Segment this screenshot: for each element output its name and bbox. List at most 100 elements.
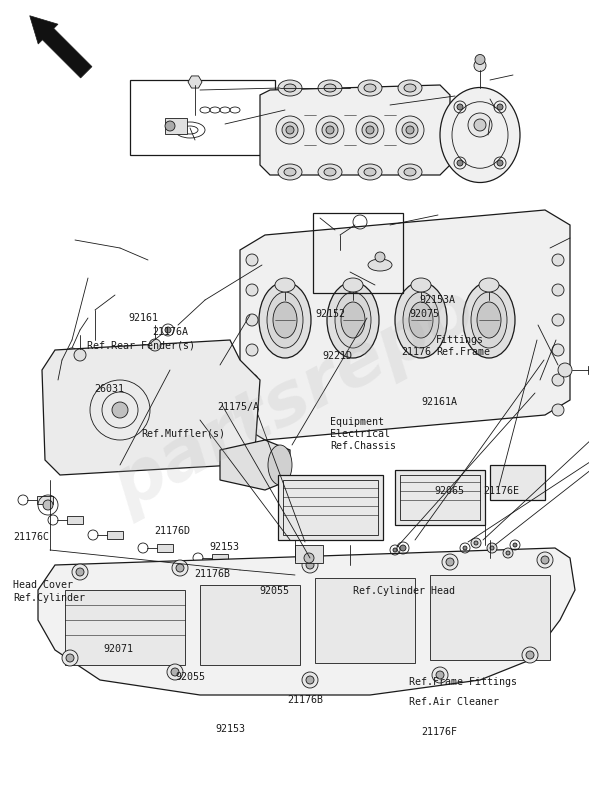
Circle shape	[513, 543, 517, 547]
Bar	[157, 544, 173, 552]
Ellipse shape	[479, 278, 499, 292]
Ellipse shape	[403, 292, 439, 348]
Text: 92153: 92153	[209, 543, 239, 552]
Ellipse shape	[326, 126, 334, 134]
Circle shape	[541, 556, 549, 564]
Circle shape	[304, 553, 314, 563]
Polygon shape	[220, 440, 290, 490]
Ellipse shape	[335, 292, 371, 348]
Text: Equipment: Equipment	[330, 417, 384, 427]
Circle shape	[72, 564, 88, 580]
Circle shape	[149, 339, 161, 351]
Text: 21176: 21176	[402, 348, 432, 357]
Circle shape	[400, 545, 406, 551]
Circle shape	[552, 344, 564, 356]
Circle shape	[74, 349, 86, 361]
Text: Ref.Frame Fittings: Ref.Frame Fittings	[409, 677, 517, 686]
Text: 92152: 92152	[315, 309, 345, 319]
Circle shape	[375, 252, 385, 262]
Circle shape	[446, 558, 454, 566]
Polygon shape	[42, 340, 260, 475]
Text: 92055: 92055	[259, 586, 289, 596]
Circle shape	[442, 554, 458, 570]
Circle shape	[474, 119, 486, 131]
Ellipse shape	[273, 302, 297, 338]
Circle shape	[393, 548, 397, 552]
Circle shape	[487, 543, 497, 553]
Text: 92161A: 92161A	[421, 397, 457, 407]
Ellipse shape	[324, 168, 336, 176]
Ellipse shape	[276, 116, 304, 144]
Circle shape	[471, 538, 481, 548]
Bar	[278, 475, 383, 540]
Circle shape	[246, 404, 258, 416]
Text: 21176E: 21176E	[483, 486, 519, 495]
Bar	[315, 578, 415, 663]
Ellipse shape	[318, 164, 342, 180]
Text: 21175/A: 21175/A	[217, 403, 259, 412]
Text: 21176B: 21176B	[194, 569, 230, 578]
Text: Ref.Cylinder: Ref.Cylinder	[13, 593, 85, 602]
Circle shape	[246, 284, 258, 296]
Circle shape	[497, 104, 503, 110]
Circle shape	[457, 160, 463, 166]
Text: Ref.Muffler(s): Ref.Muffler(s)	[141, 428, 226, 438]
Bar	[165, 118, 187, 134]
Ellipse shape	[316, 116, 344, 144]
Text: Fittings: Fittings	[436, 336, 484, 345]
Ellipse shape	[259, 282, 311, 358]
Ellipse shape	[341, 302, 365, 338]
Ellipse shape	[343, 278, 363, 292]
Circle shape	[490, 546, 494, 550]
Ellipse shape	[406, 126, 414, 134]
Circle shape	[474, 59, 486, 71]
Text: 9221D: 9221D	[323, 351, 353, 360]
Circle shape	[552, 404, 564, 416]
Circle shape	[76, 568, 84, 576]
Polygon shape	[29, 16, 92, 78]
Circle shape	[171, 668, 179, 676]
Circle shape	[112, 402, 128, 418]
Circle shape	[468, 113, 492, 137]
Ellipse shape	[366, 126, 374, 134]
Ellipse shape	[409, 302, 433, 338]
Circle shape	[43, 500, 53, 510]
Ellipse shape	[278, 164, 302, 180]
Bar	[283, 480, 378, 535]
Circle shape	[552, 284, 564, 296]
Circle shape	[69, 352, 75, 358]
Text: partsrepo: partsrepo	[102, 275, 487, 524]
Text: 92153A: 92153A	[419, 295, 455, 304]
Text: 92161: 92161	[128, 313, 158, 323]
Bar	[430, 575, 550, 660]
Bar	[588, 366, 589, 374]
Circle shape	[246, 374, 258, 386]
Circle shape	[552, 254, 564, 266]
Circle shape	[306, 676, 314, 684]
Ellipse shape	[463, 282, 515, 358]
Ellipse shape	[404, 168, 416, 176]
Ellipse shape	[477, 302, 501, 338]
Ellipse shape	[364, 84, 376, 92]
Circle shape	[432, 667, 448, 683]
Bar	[395, 470, 485, 525]
Text: 21176C: 21176C	[13, 532, 49, 542]
Bar	[295, 545, 323, 563]
Ellipse shape	[284, 168, 296, 176]
Bar	[65, 590, 185, 665]
Circle shape	[165, 121, 175, 131]
Circle shape	[246, 254, 258, 266]
Circle shape	[306, 561, 314, 569]
Polygon shape	[240, 210, 570, 440]
Ellipse shape	[368, 259, 392, 271]
Circle shape	[308, 553, 312, 557]
Ellipse shape	[398, 164, 422, 180]
Circle shape	[552, 314, 564, 326]
Ellipse shape	[286, 126, 294, 134]
Ellipse shape	[318, 80, 342, 96]
Bar	[400, 475, 480, 520]
Circle shape	[176, 564, 184, 572]
Ellipse shape	[404, 84, 416, 92]
Text: Electrical: Electrical	[330, 429, 390, 439]
Text: 92055: 92055	[176, 672, 206, 682]
